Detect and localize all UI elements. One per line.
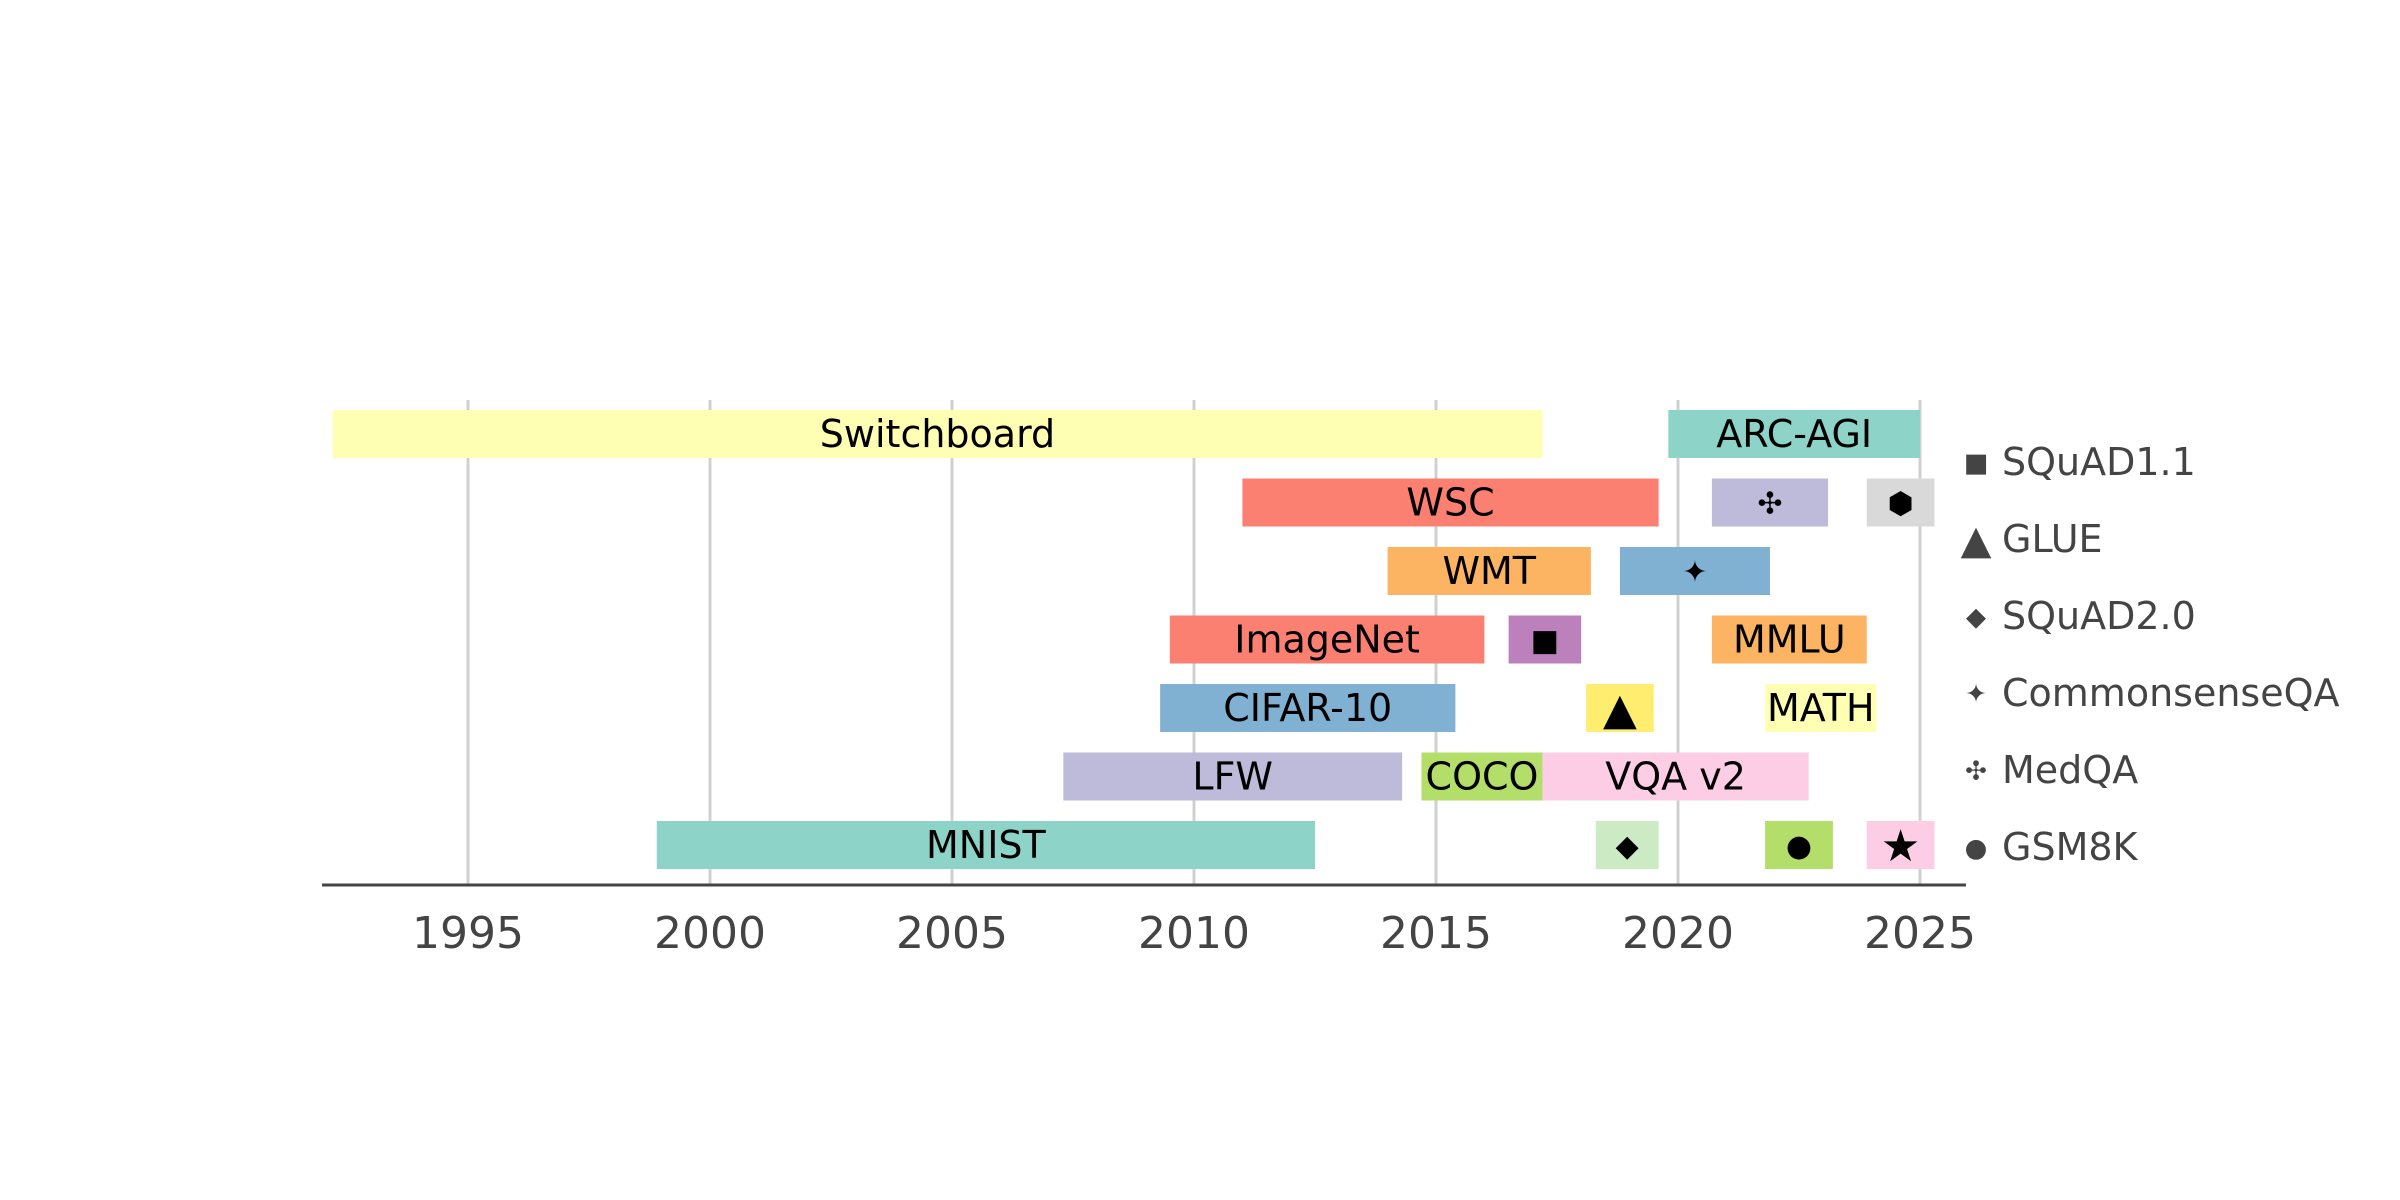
bar-rect <box>1866 821 1935 869</box>
legend-symbol-icon: ✦ <box>1965 679 1987 709</box>
bar-label: CIFAR-10 <box>1223 686 1392 730</box>
bar-rect <box>1169 615 1485 664</box>
legend-label: SQuAD2.0 <box>2002 594 2196 638</box>
bar-mmlu: MMLU <box>1711 615 1867 664</box>
bar-marker-glyph: ■ <box>1531 623 1559 658</box>
bar-mnist: MNIST <box>656 821 1315 869</box>
bar-lfw: LFW <box>1063 752 1403 801</box>
legend-item: ✣ MedQA <box>1965 748 2138 792</box>
bar-rect <box>1711 478 1829 527</box>
bar-rect <box>1765 684 1877 732</box>
bar-math: MATH <box>1765 684 1877 732</box>
bar-label: WMT <box>1442 549 1536 593</box>
bar-imagenet: ImageNet <box>1169 615 1485 664</box>
bar-rect <box>332 410 1543 458</box>
bar-arc-agi: ARC-AGI <box>1668 410 1920 458</box>
bar-marker-glyph: ◆ <box>1616 829 1639 864</box>
legend-item: ● GSM8K <box>1965 825 2139 869</box>
legend-label: CommonsenseQA <box>2002 671 2340 715</box>
legend-symbol-icon: ● <box>1965 833 1988 863</box>
legend-symbol-icon: ▲ <box>1961 517 1992 563</box>
bar-label: Switchboard <box>820 412 1055 456</box>
bar-marker-glyph: ✦ <box>1682 555 1707 590</box>
bar-rect <box>1421 752 1543 801</box>
bar-label: COCO <box>1426 755 1539 799</box>
bar-label: VQA v2 <box>1605 755 1746 799</box>
legend-item: ■ SQuAD1.1 <box>1964 440 2196 484</box>
legend-symbol-icon: ✣ <box>1965 756 1987 786</box>
bar-rect <box>1586 684 1654 732</box>
legend-label: GSM8K <box>2002 825 2139 869</box>
x-tick-label: 2005 <box>896 908 1008 959</box>
bar-rect <box>1387 547 1591 595</box>
bar-marker-18: ● <box>1765 821 1833 869</box>
bar-label: MATH <box>1767 686 1875 730</box>
bar-marker-17: ◆ <box>1595 821 1659 869</box>
bar-rect <box>1242 478 1659 527</box>
bar-marker-11: ▲ <box>1586 684 1654 735</box>
bar-rect <box>1160 684 1456 732</box>
bar-rect <box>1711 615 1867 664</box>
bar-rect <box>1866 478 1935 527</box>
bar-marker-glyph: ⬢ <box>1888 486 1914 521</box>
legend-item: ▲ GLUE <box>1961 517 2103 563</box>
bar-label: ARC-AGI <box>1716 412 1872 456</box>
bar-rect <box>656 821 1315 869</box>
bar-rect <box>1063 752 1403 801</box>
bar-rect <box>1595 821 1659 869</box>
x-axis: 1995 2000 2005 2010 2015 2020 2025 <box>322 883 1976 959</box>
bar-rect <box>1542 752 1809 801</box>
x-tick-label: 2025 <box>1864 908 1976 959</box>
bar-marker-glyph: ✣ <box>1757 486 1782 521</box>
bar-wmt: WMT <box>1387 547 1591 595</box>
legend-symbol-icon: ■ <box>1964 448 1989 478</box>
bar-label: MMLU <box>1733 618 1846 662</box>
legend-symbol-icon: ◆ <box>1966 602 1986 632</box>
bar-rect <box>1765 821 1833 869</box>
bar-marker-3: ✣ <box>1711 478 1829 527</box>
bar-marker-glyph: ★ <box>1881 821 1920 872</box>
bar-label: LFW <box>1192 755 1273 799</box>
bar-rect <box>1619 547 1770 595</box>
bar-wsc: WSC <box>1242 478 1659 527</box>
bar-label: WSC <box>1406 481 1494 525</box>
bar-marker-4: ⬢ <box>1866 478 1935 527</box>
bar-label: MNIST <box>926 823 1047 867</box>
bar-rect <box>1508 615 1582 664</box>
bar-marker-glyph: ● <box>1786 829 1812 864</box>
bar-marker-8: ■ <box>1508 615 1582 664</box>
x-tick-label: 2020 <box>1622 908 1734 959</box>
x-tick-label: 1995 <box>412 908 524 959</box>
bar-vqa-v2: VQA v2 <box>1542 752 1809 801</box>
bar-switchboard: Switchboard <box>332 410 1543 458</box>
bars: Switchboard ARC-AGI WSC ✣ ⬢ WMT ✦ ImageNet ■ MMLU… <box>332 410 1935 872</box>
legend-label: GLUE <box>2002 517 2103 561</box>
bar-label: ImageNet <box>1234 618 1420 662</box>
bar-coco: COCO <box>1421 752 1543 801</box>
legend-label: MedQA <box>2002 748 2138 792</box>
x-tick-label: 2000 <box>654 908 766 959</box>
x-tick-label: 2015 <box>1380 908 1492 959</box>
bar-cifar-10: CIFAR-10 <box>1160 684 1456 732</box>
legend-item: ✦ CommonsenseQA <box>1965 671 2339 715</box>
bar-marker-19: ★ <box>1866 821 1935 872</box>
bar-marker-6: ✦ <box>1619 547 1770 595</box>
legend: ■ SQuAD1.1▲ GLUE◆ SQuAD2.0✦ CommonsenseQA✣ Me… <box>1961 440 2340 869</box>
bar-rect <box>1668 410 1920 458</box>
x-tick-label: 2010 <box>1138 908 1250 959</box>
bar-marker-glyph: ▲ <box>1603 684 1637 735</box>
legend-item: ◆ SQuAD2.0 <box>1966 594 2196 638</box>
legend-label: SQuAD1.1 <box>2002 440 2196 484</box>
